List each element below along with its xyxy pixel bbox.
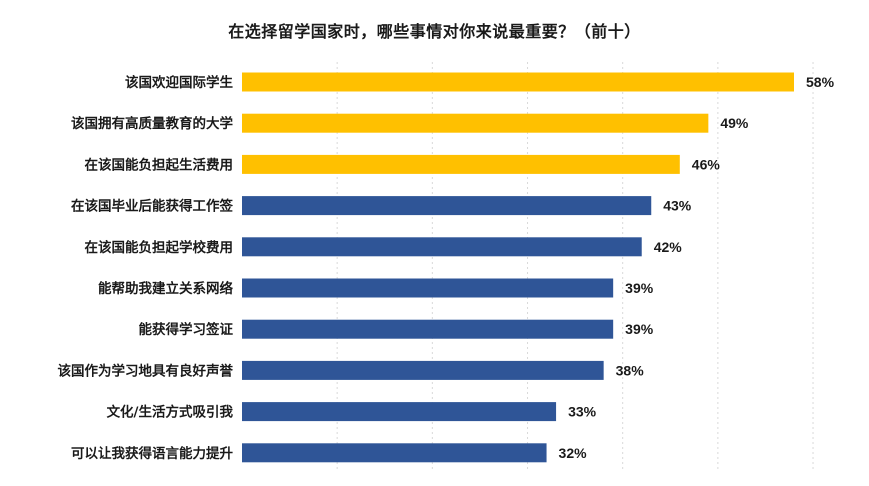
category-label: 能获得学习签证 — [139, 321, 234, 338]
value-labels: 58% 49% 46% 43% 42% 39% 39% 38% 33% 32% — [559, 74, 835, 461]
grid-lines — [336, 62, 814, 470]
category-label: 在该国毕业后能获得工作签 — [71, 198, 233, 215]
value-label: 38% — [616, 362, 645, 378]
bar — [242, 154, 680, 174]
bar — [242, 72, 794, 92]
value-label: 42% — [654, 239, 683, 255]
value-label: 49% — [720, 115, 749, 131]
bar — [242, 319, 614, 339]
category-label: 文化/生活方式吸引我 — [107, 404, 234, 421]
value-label: 58% — [806, 74, 835, 90]
chart-title: 在选择留学国家时，哪些事情对你来说最重要？（前十） — [228, 22, 641, 41]
category-label: 可以让我获得语言能力提升 — [71, 445, 233, 462]
bar — [242, 237, 642, 257]
value-label: 43% — [663, 198, 692, 214]
category-labels: 该国欢迎国际学生该国拥有高质量教育的大学在该国能负担起生活费用在该国毕业后能获得… — [58, 74, 234, 462]
category-label: 在该国能负担起生活费用 — [85, 156, 234, 173]
bars — [242, 72, 794, 463]
bar — [242, 402, 557, 422]
category-label: 该国拥有高质量教育的大学 — [71, 115, 233, 132]
value-label: 46% — [692, 156, 721, 172]
value-label: 32% — [559, 445, 588, 461]
bar — [242, 196, 652, 216]
bar — [242, 443, 547, 463]
category-label: 该国作为学习地具有良好声誉 — [58, 362, 234, 379]
category-label: 能帮助我建立关系网络 — [98, 280, 233, 297]
bar — [242, 360, 604, 380]
category-label: 在该国能负担起学校费用 — [85, 239, 234, 256]
category-label: 该国欢迎国际学生 — [125, 74, 233, 91]
value-label: 39% — [625, 280, 654, 296]
bar — [242, 278, 614, 298]
bar — [242, 113, 709, 133]
value-label: 39% — [625, 321, 654, 337]
value-label: 33% — [568, 404, 597, 420]
